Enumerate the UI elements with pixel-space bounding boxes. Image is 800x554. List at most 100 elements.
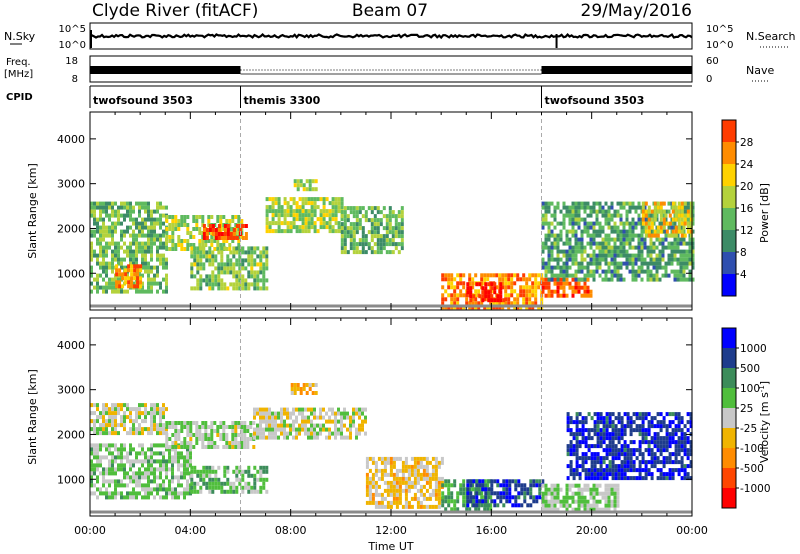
heatmap-cell (620, 476, 624, 481)
heatmap-cell (665, 424, 669, 429)
heatmap-cell (475, 491, 479, 496)
heatmap-cell (691, 209, 695, 214)
heatmap-cell (650, 424, 654, 429)
heatmap-cell (120, 423, 123, 428)
heatmap-cell (307, 197, 311, 202)
heatmap-cell (280, 423, 283, 428)
heatmap-cell (307, 431, 310, 436)
heatmap-cell (292, 221, 296, 226)
heatmap-cell (608, 472, 612, 477)
heatmap-cell (459, 273, 463, 278)
heatmap-cell (277, 213, 281, 218)
heatmap-cell (102, 249, 105, 254)
heatmap-cell (355, 411, 358, 416)
heatmap-cell (671, 205, 675, 210)
heatmap-cell (608, 412, 612, 417)
heatmap-cell (668, 412, 672, 417)
heatmap-cell (620, 432, 624, 437)
heatmap-cell (575, 452, 579, 457)
heatmap-cell (572, 420, 576, 425)
heatmap-cell (322, 427, 325, 432)
heatmap-cell (508, 487, 512, 492)
heatmap-cell (490, 286, 494, 291)
heatmap-cell (647, 209, 651, 214)
heatmap-cell (316, 423, 319, 428)
heatmap-cell (550, 221, 554, 226)
heatmap-cell (680, 217, 684, 222)
heatmap-cell (177, 445, 181, 449)
heatmap-cell (159, 257, 162, 262)
heatmap-cell (141, 253, 144, 258)
heatmap-cell (607, 221, 611, 226)
heatmap-cell (244, 481, 248, 486)
heatmap-cell (141, 487, 144, 492)
heatmap-cell (613, 269, 617, 274)
heatmap-cell (214, 282, 218, 287)
heatmap-cell (162, 423, 165, 428)
heatmap-cell (129, 201, 132, 206)
heatmap-cell (232, 232, 236, 236)
heatmap-cell (358, 242, 362, 247)
heatmap-cell (271, 229, 275, 234)
heatmap-cell (664, 245, 668, 250)
heatmap-cell (650, 217, 654, 222)
heatmap-cell (595, 265, 599, 270)
heatmap-cell (450, 483, 454, 488)
heatmap-cell (507, 297, 511, 302)
heatmap-cell (682, 225, 686, 230)
heatmap-cell (168, 479, 171, 484)
heatmap-cell (650, 209, 654, 214)
heatmap-cell (117, 451, 120, 456)
heatmap-cell (265, 217, 269, 222)
heatmap-cell (568, 483, 572, 488)
heatmap-cell (186, 491, 189, 496)
heatmap-cell (505, 479, 509, 484)
heatmap-cell (671, 460, 675, 465)
heatmap-cell (622, 233, 626, 238)
heatmap-cell (434, 476, 438, 481)
heatmap-cell (93, 285, 96, 290)
heatmap-cell (580, 245, 584, 250)
heatmap-cell (575, 436, 579, 441)
heatmap-cell (626, 456, 630, 461)
heatmap-cell (419, 476, 423, 481)
heatmap-cell (676, 257, 680, 262)
heatmap-cell (617, 432, 621, 437)
heatmap-cell (592, 209, 596, 214)
heatmap-cell (419, 460, 423, 465)
heatmap-cell (586, 277, 590, 282)
heatmap-cell (462, 499, 466, 504)
heatmap-cell (340, 205, 344, 210)
heatmap-cell (322, 213, 326, 218)
heatmap-cell (682, 253, 686, 258)
heatmap-cell (501, 301, 505, 306)
heatmap-cell (638, 440, 642, 445)
heatmap-cell (114, 201, 117, 206)
heatmap-cell (117, 407, 120, 412)
heatmap-cell (462, 285, 466, 290)
heatmap-cell (352, 210, 356, 215)
heatmap-cell (592, 487, 596, 492)
heatmap-cell (601, 253, 605, 258)
heatmap-cell (168, 421, 172, 425)
heatmap-cell (641, 217, 645, 222)
heatmap-cell (394, 234, 398, 239)
heatmap-cell (547, 221, 551, 226)
heatmap-cell (308, 387, 312, 391)
heatmap-cell (553, 213, 557, 218)
heatmap-cell (667, 257, 671, 262)
heatmap-cell (593, 468, 597, 473)
heatmap-cell (153, 427, 156, 432)
heatmap-cell (177, 467, 180, 472)
heatmap-cell (144, 221, 147, 226)
heatmap-cell (622, 237, 626, 242)
heatmap-cell (382, 214, 386, 219)
heatmap-cell (223, 270, 227, 275)
heatmap-cell (120, 467, 123, 472)
heatmap-cell (400, 222, 404, 227)
heatmap-cell (177, 463, 180, 468)
heatmap-cell (214, 481, 218, 486)
heatmap-cell (307, 407, 310, 412)
heatmap-cell (620, 464, 624, 469)
heatmap-cell (376, 250, 380, 255)
